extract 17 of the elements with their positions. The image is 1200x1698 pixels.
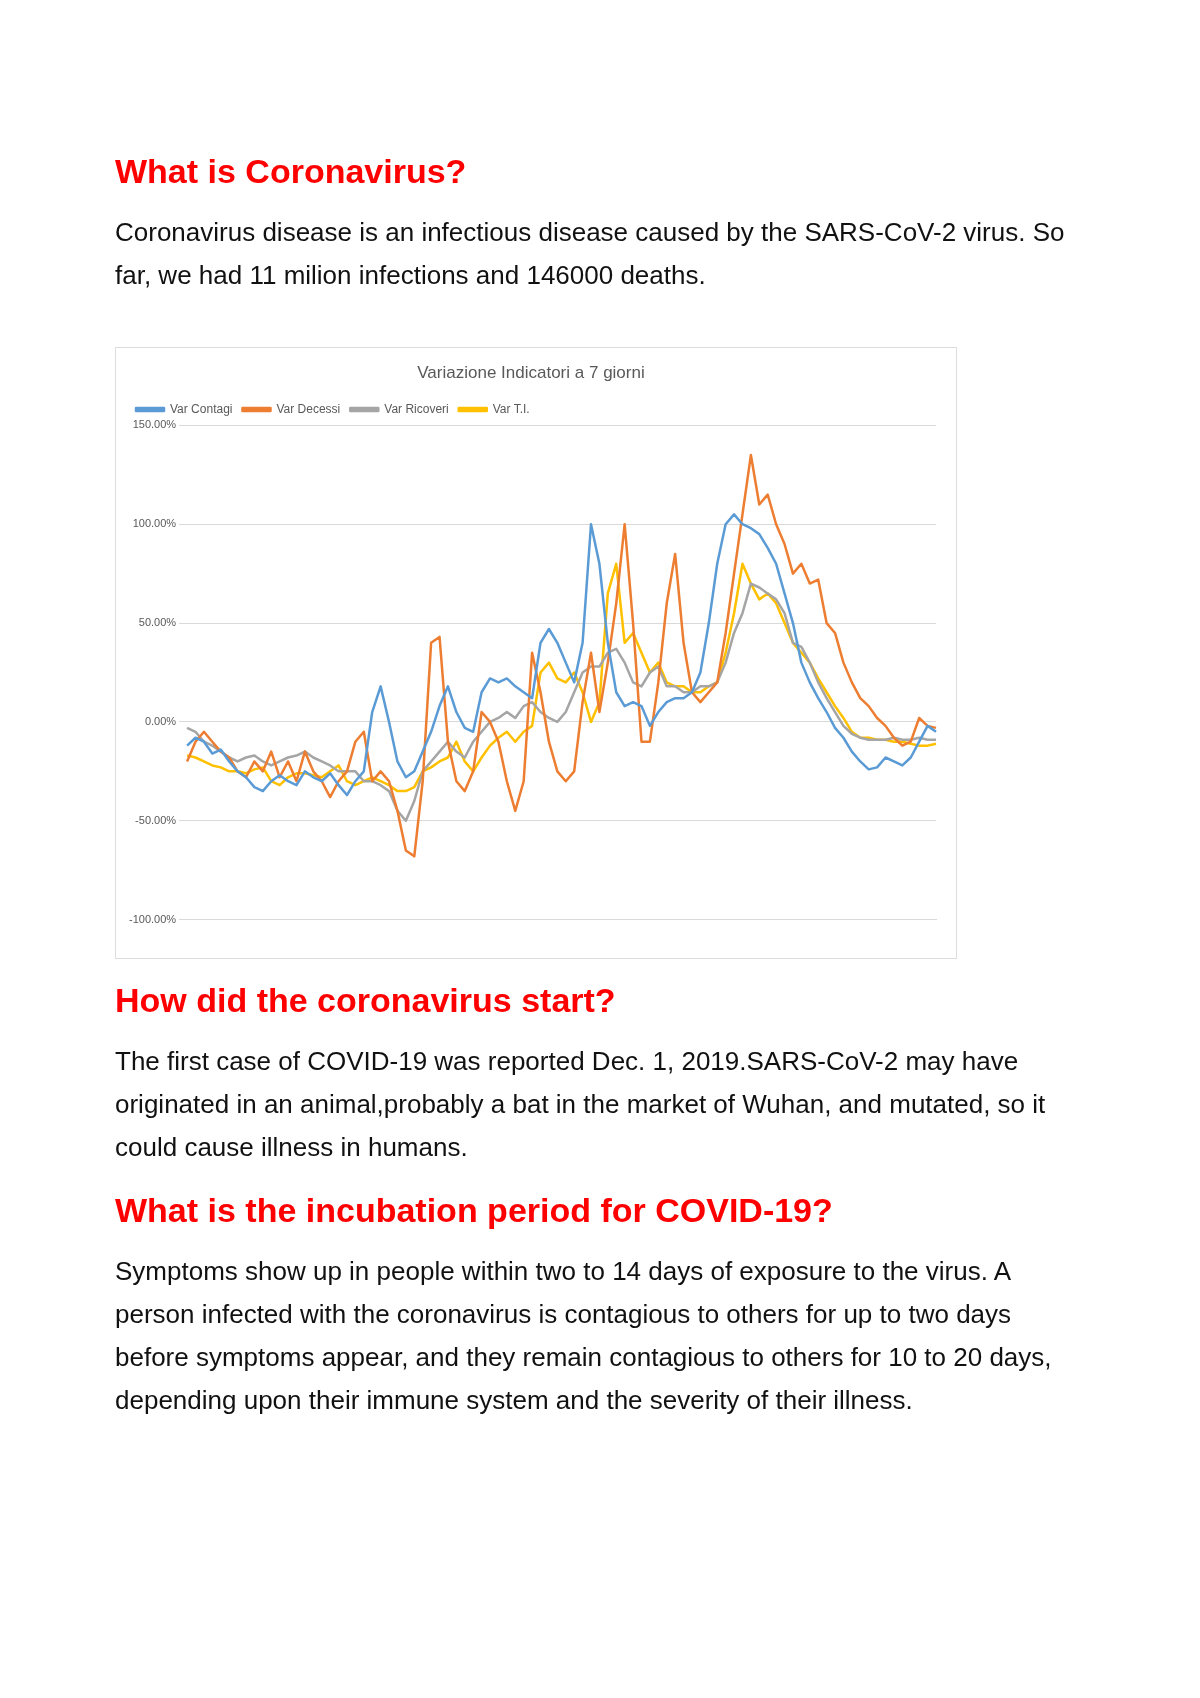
legend-label: Var Contagi [170,401,233,416]
y-tick-label: 150.00% [132,418,177,431]
text: What is Coronavirus? [115,152,468,191]
y-tick-label: 50.00% [138,616,177,629]
text: The first case of COVID-19 was reported Dec. 1, 2019.SARS-CoV-2 may have originated in an animal,probably a bat in the market of Wuhan, and mutated, so it could cause illness in humans. [115,1045,1047,1164]
text: Symptoms show up in people within two to 14 days of exposure to the virus. A person infected with the coronavirus is contagious to others for up to two days before symptoms appear, and they remain contagious to others for 10 to 20 days, depending upon their immune system and the severity of their illness. [115,1255,1053,1417]
legend-label: Var Decessi [276,401,341,416]
legend-label: Var Ricoveri [384,401,449,416]
text: Coronavirus disease is an infectious disease caused by the SARS-CoV-2 virus. So far, we had 11 milion infections and 146000 deaths. [115,216,1066,292]
text: How did the coronavirus start? [115,981,617,1020]
y-tick-label: -50.00% [135,813,177,826]
y-tick-label: 100.00% [132,517,177,530]
text: What is the incubation period for COVID-19? [115,1191,834,1230]
chart-title: Variazione Indicatori a 7 giorni [417,362,645,382]
y-tick-label: -100.00% [128,912,177,925]
legend-label: Var T.I. [492,401,530,416]
y-tick-label: 0.00% [144,714,177,727]
